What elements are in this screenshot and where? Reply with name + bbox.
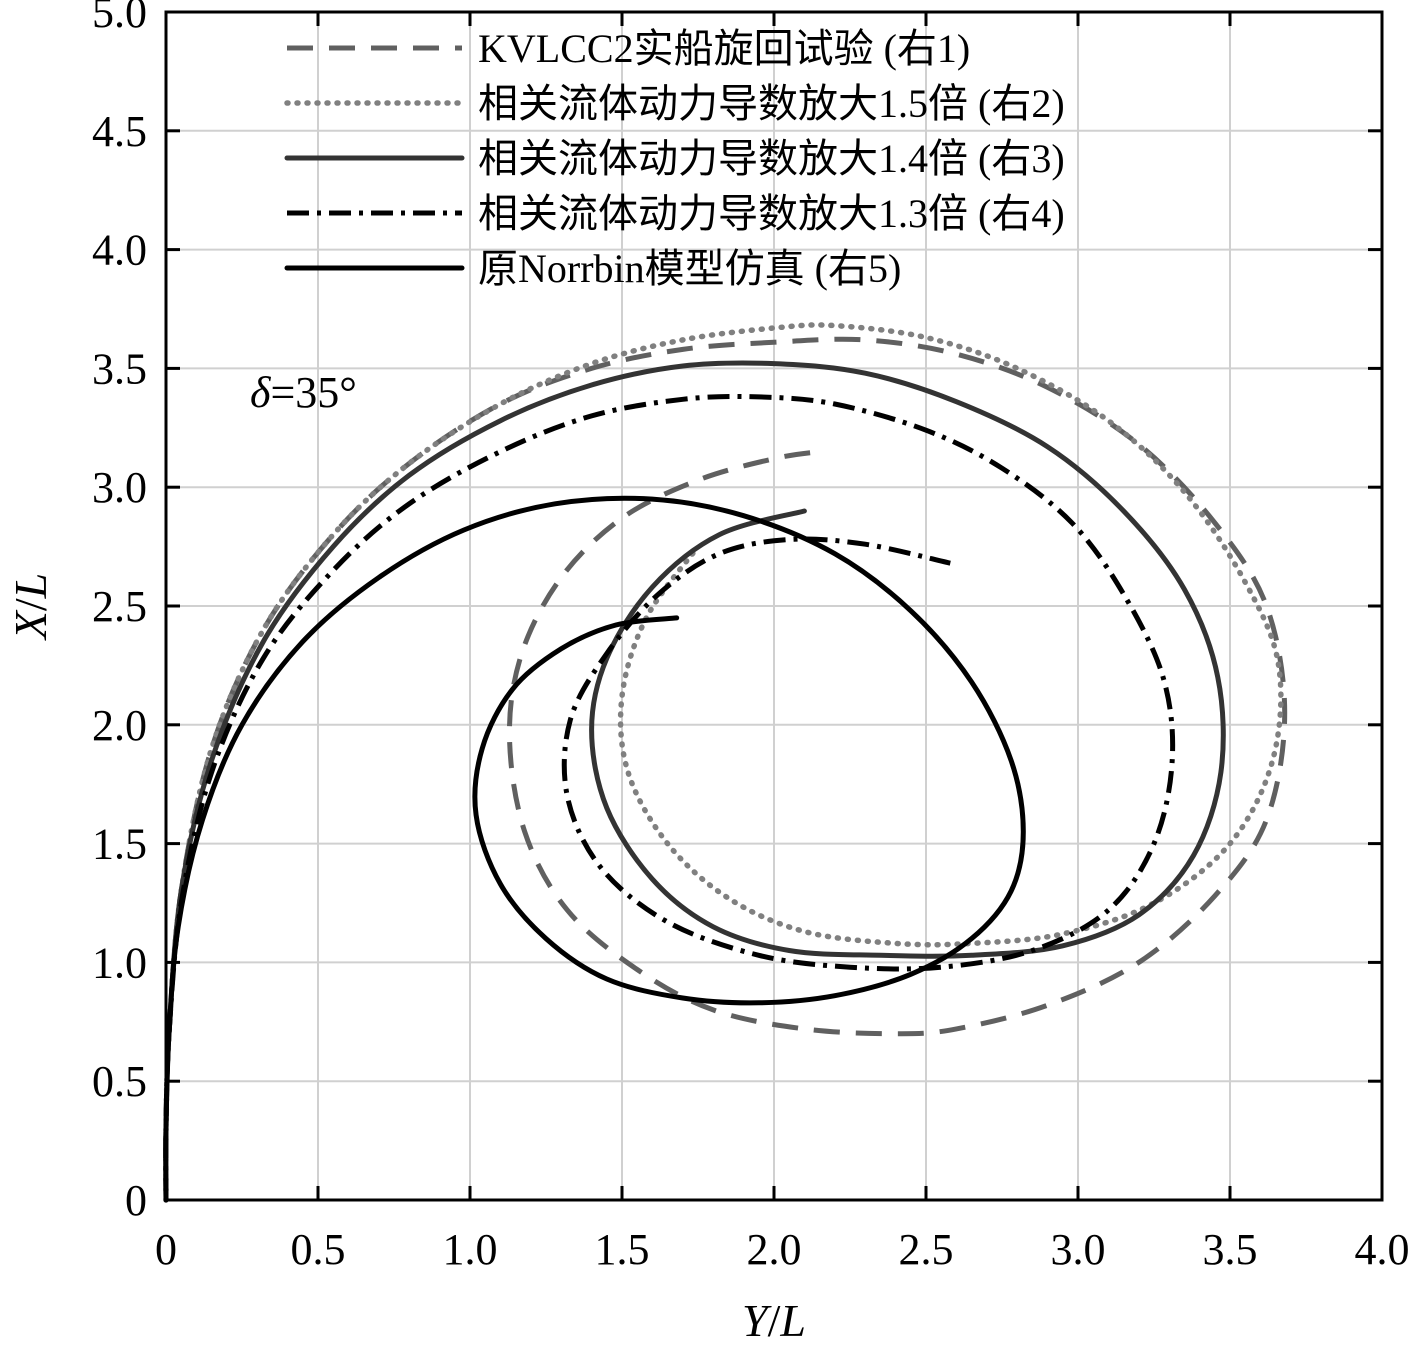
x-tick-label: 2.5: [899, 1225, 954, 1274]
legend: KVLCC2实船旋回试验 (右1) 相关流体动力导数放大1.5倍 (右2) 相关流体…: [284, 26, 1065, 291]
y-tick-label: 0: [125, 1176, 147, 1225]
x-tick-label: 1.0: [443, 1225, 498, 1274]
delta-value: =35°: [270, 368, 356, 417]
series-line-2: [163, 322, 1284, 1203]
y-tick-label: 5.0: [92, 0, 147, 37]
tick-marks: [164, 10, 1384, 1202]
y-axis-title: X/L: [5, 573, 56, 641]
x-tick-label: 0: [155, 1225, 177, 1274]
y-axis-title-den: L: [5, 573, 56, 600]
series-line-5: [163, 495, 1026, 1203]
y-tick-label: 2.0: [92, 701, 147, 750]
y-tick-label: 1.0: [92, 938, 147, 987]
x-axis-title-var: Y: [742, 1295, 772, 1346]
y-tick-label: 3.0: [92, 463, 147, 512]
delta-symbol: δ: [250, 368, 272, 417]
y-tick-label: 1.5: [92, 820, 147, 869]
legend-label-2: 相关流体动力导数放大1.5倍 (右2): [478, 81, 1065, 126]
x-axis-title-den: L: [779, 1295, 806, 1346]
tick-labels: 0 0.5 1.0 1.5 2.0 2.5 3.0 3.5 4.0 0 0.5 1.0 1.5 2.0 2.…: [92, 0, 1410, 1274]
y-axis-title-var: X: [5, 609, 56, 641]
y-tick-label: 2.5: [92, 582, 147, 631]
x-tick-label: 2.0: [747, 1225, 802, 1274]
grid: [166, 12, 1382, 1200]
series-line-3: [163, 360, 1226, 1203]
x-axis-title-sep: /: [768, 1295, 781, 1346]
x-tick-label: 3.5: [1203, 1225, 1258, 1274]
legend-label-4: 相关流体动力导数放大1.3倍 (右4): [478, 191, 1065, 236]
y-axis-title-sep: /: [5, 598, 56, 611]
y-tick-label: 4.5: [92, 107, 147, 156]
series-group: [163, 322, 1288, 1203]
x-tick-label: 0.5: [291, 1225, 346, 1274]
x-tick-label: 4.0: [1355, 1225, 1410, 1274]
legend-label-5: 原Norrbin模型仿真 (右5): [478, 246, 901, 291]
y-tick-label: 4.0: [92, 226, 147, 275]
rudder-angle-annotation: δ=35°: [250, 368, 357, 417]
legend-label-3: 相关流体动力导数放大1.4倍 (右3): [478, 136, 1065, 181]
x-axis-title: Y/L: [742, 1295, 806, 1346]
legend-label-1: KVLCC2实船旋回试验 (右1): [478, 26, 970, 71]
y-tick-label: 3.5: [92, 344, 147, 393]
y-tick-label: 0.5: [92, 1057, 147, 1106]
x-tick-label: 3.0: [1051, 1225, 1106, 1274]
series-line-4: [163, 393, 1176, 1201]
x-tick-label: 1.5: [595, 1225, 650, 1274]
